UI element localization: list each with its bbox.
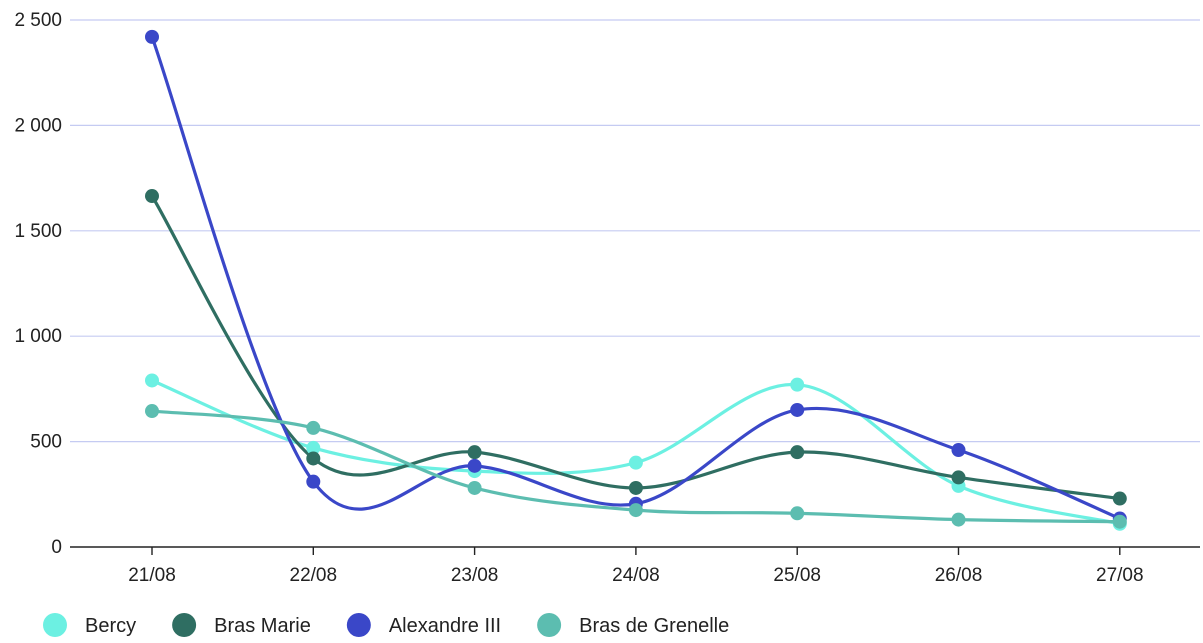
legend-label: Alexandre III xyxy=(389,615,501,637)
legend-swatch xyxy=(346,613,371,637)
y-tick-label: 1 000 xyxy=(14,326,62,347)
legend-label: Bras Marie xyxy=(214,615,311,637)
legend-label: Bercy xyxy=(85,615,136,637)
x-tick-label: 24/08 xyxy=(612,565,660,586)
data-point-bercy xyxy=(628,455,643,470)
data-point-alexandre-iii xyxy=(951,443,966,458)
legend-swatch xyxy=(537,613,562,637)
legend-swatch xyxy=(43,613,67,637)
y-tick-label: 0 xyxy=(51,537,62,558)
data-point-bercy xyxy=(145,373,159,388)
y-tick-label: 1 500 xyxy=(14,221,62,242)
series-lines xyxy=(150,35,1122,526)
x-tick-label: 25/08 xyxy=(773,565,821,586)
x-axis: 21/08 22/08 23/08 24/08 25/08 26/08 27/08 xyxy=(70,546,1200,586)
data-point-bras-marie xyxy=(145,189,159,204)
data-point-alexandre-iii xyxy=(467,458,482,473)
data-point-bercy xyxy=(306,440,321,455)
data-point-bras-de-grenelle xyxy=(951,512,966,527)
x-tick-label: 27/08 xyxy=(1096,565,1144,586)
legend-item-bercy: Bercy xyxy=(43,613,136,637)
data-point-bras-de-grenelle xyxy=(628,503,643,518)
data-point-bras-de-grenelle xyxy=(467,480,482,495)
data-point-alexandre-iii xyxy=(145,29,159,44)
legend-label: Bras de Grenelle xyxy=(579,615,729,637)
data-point-bras-marie xyxy=(790,445,805,460)
legend-item-bras-marie: Bras Marie xyxy=(172,613,311,637)
data-point-bras-de-grenelle xyxy=(145,404,159,419)
data-point-alexandre-iii xyxy=(306,474,321,489)
data-point-bras-de-grenelle xyxy=(790,506,805,521)
data-point-alexandre-iii xyxy=(790,402,805,417)
legend-item-bras-de-grenelle: Bras de Grenelle xyxy=(537,613,729,637)
x-tick-label: 21/08 xyxy=(128,565,176,586)
series-points xyxy=(145,29,1127,531)
y-axis-ticks: 0 500 1 000 1 500 2 000 2 500 xyxy=(14,10,62,558)
legend-item-alexandre-iii: Alexandre III xyxy=(346,613,501,637)
legend-swatch xyxy=(172,613,197,637)
data-point-bras-marie xyxy=(306,451,321,466)
data-point-bras-marie xyxy=(951,470,966,485)
y-tick-label: 2 000 xyxy=(14,115,62,136)
x-tick-label: 26/08 xyxy=(935,565,983,586)
x-tick-label: 22/08 xyxy=(290,565,338,586)
data-point-bras-de-grenelle xyxy=(1112,514,1127,529)
data-point-bras-marie xyxy=(1112,491,1127,506)
series-line-alexandre-iii xyxy=(150,35,1122,521)
data-point-bras-marie xyxy=(467,445,482,460)
y-tick-label: 500 xyxy=(30,432,62,453)
y-tick-label: 2 500 xyxy=(14,10,62,31)
gridlines xyxy=(70,19,1200,443)
data-point-bras-marie xyxy=(628,480,643,495)
x-tick-label: 23/08 xyxy=(451,565,499,586)
data-point-bras-de-grenelle xyxy=(306,420,321,435)
data-point-bercy xyxy=(790,377,805,392)
legend: Bercy Bras Marie Alexandre III Bras de Gren… xyxy=(43,613,729,637)
